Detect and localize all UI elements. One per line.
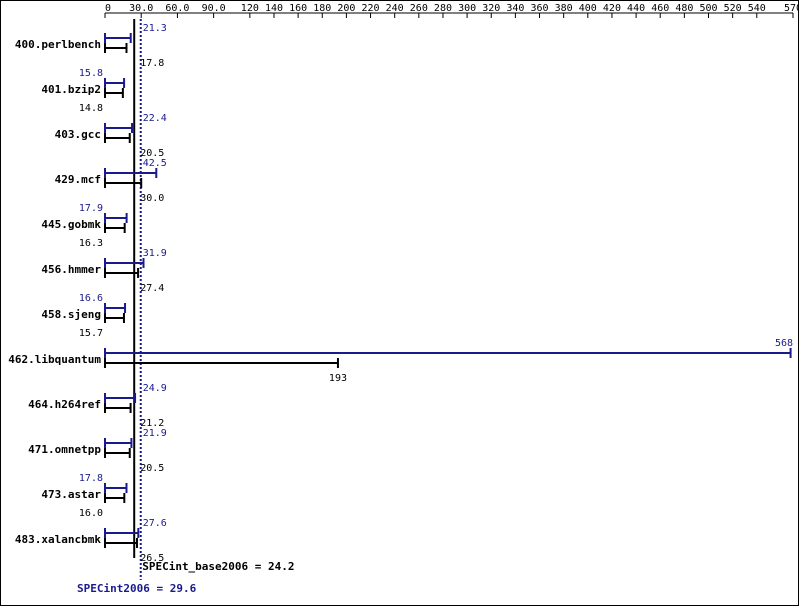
- base-value-label: 16.0: [79, 508, 103, 519]
- peak-value-label: 568: [775, 338, 793, 349]
- x-tick-label: 30.0: [129, 3, 153, 14]
- peak-bar: [104, 528, 140, 538]
- peak-value-label: 21.9: [143, 428, 167, 439]
- peak-value-label: 31.9: [143, 248, 167, 259]
- base-value-label: 20.5: [140, 148, 164, 159]
- base-bar: [104, 448, 131, 458]
- x-tick-label: 570: [784, 3, 798, 14]
- base-value-label: 17.8: [140, 58, 164, 69]
- base-value-label: 27.4: [140, 283, 164, 294]
- peak-bar: [104, 78, 126, 88]
- x-tick-label: 380: [555, 3, 573, 14]
- peak-value-label: 15.8: [79, 68, 103, 79]
- peak-bar: [104, 33, 132, 43]
- peak-bar: [104, 123, 134, 133]
- x-tick-label: 440: [627, 3, 645, 14]
- x-tick-label: 400: [579, 3, 597, 14]
- base-bar: [104, 538, 138, 548]
- category-label: 401.bzip2: [41, 83, 101, 96]
- base-bar: [104, 493, 126, 503]
- base-value-label: 16.3: [79, 238, 103, 249]
- value-labels: 21.317.815.814.822.420.542.530.017.916.3…: [79, 23, 793, 564]
- peak_mean-label: SPECint2006 = 29.6: [77, 582, 197, 595]
- peak-bar: [104, 348, 792, 358]
- category-label: 403.gcc: [55, 128, 101, 141]
- peak-value-label: 22.4: [143, 113, 167, 124]
- peak-value-label: 24.9: [143, 383, 167, 394]
- category-label: 473.astar: [41, 488, 101, 501]
- base-value-label: 193: [329, 373, 347, 384]
- category-label: 464.h264ref: [28, 398, 101, 411]
- peak-value-label: 42.5: [143, 158, 167, 169]
- base-bar: [104, 43, 128, 53]
- base-bar: [104, 223, 126, 233]
- base-value-label: 15.7: [79, 328, 103, 339]
- category-label: 400.perlbench: [15, 38, 101, 51]
- peak-bar: [104, 258, 145, 268]
- peak-value-label: 21.3: [143, 23, 167, 34]
- base-bar: [104, 358, 339, 368]
- base-bar: [104, 178, 143, 188]
- category-label: 429.mcf: [55, 173, 101, 186]
- category-label: 462.libquantum: [8, 353, 101, 366]
- x-tick-label: 90.0: [202, 3, 226, 14]
- x-tick-label: 140: [265, 3, 283, 14]
- peak-value-label: 16.6: [79, 293, 103, 304]
- peak-bar: [104, 213, 128, 223]
- x-tick-label: 220: [362, 3, 380, 14]
- peak-bar: [104, 393, 137, 403]
- base-value-label: 30.0: [140, 193, 164, 204]
- category-label: 445.gobmk: [41, 218, 101, 231]
- peak-value-label: 17.8: [79, 473, 103, 484]
- x-tick-label: 160: [289, 3, 307, 14]
- x-tick-label: 60.0: [165, 3, 189, 14]
- x-tick-label: 500: [699, 3, 717, 14]
- category-label: 471.omnetpp: [28, 443, 101, 456]
- x-tick-label: 200: [337, 3, 355, 14]
- base_mean-label: SPECint_base2006 = 24.2: [142, 560, 294, 573]
- base-value-label: 26.5: [140, 553, 164, 564]
- x-tick-label: 120: [241, 3, 259, 14]
- peak-bar: [104, 483, 128, 493]
- x-tick-label: 300: [458, 3, 476, 14]
- x-tick-label: 280: [434, 3, 452, 14]
- peak-bar: [104, 303, 127, 313]
- peak-bar: [104, 168, 158, 178]
- x-tick-label: 180: [313, 3, 331, 14]
- base-value-label: 21.2: [140, 418, 164, 429]
- x-tick-label: 0: [105, 3, 111, 14]
- category-labels: 400.perlbench 401.bzip2 403.gcc 429.mcf 445.…: [8, 38, 101, 546]
- peak-bar: [104, 438, 133, 448]
- base-bar: [104, 313, 125, 323]
- x-tick-label: 320: [482, 3, 500, 14]
- base-bar: [104, 133, 131, 143]
- x-tick-label: 260: [410, 3, 428, 14]
- x-tick-label: 480: [675, 3, 693, 14]
- x-axis: 0 30.0 60.0 90.0 120 140 160 180 200 220 240 260 280…: [104, 3, 799, 18]
- category-label: 456.hmmer: [41, 263, 101, 276]
- base-bar: [104, 403, 132, 413]
- base-value-label: 20.5: [140, 463, 164, 474]
- x-tick-label: 520: [724, 3, 742, 14]
- x-tick-label: 420: [603, 3, 621, 14]
- base-bar: [104, 268, 140, 278]
- x-tick-label: 540: [748, 3, 766, 14]
- base-bar: [104, 88, 124, 98]
- x-tick-label: 360: [530, 3, 548, 14]
- category-label: 483.xalancbmk: [15, 533, 101, 546]
- base-value-label: 14.8: [79, 103, 103, 114]
- category-label: 458.sjeng: [41, 308, 101, 321]
- x-tick-label: 240: [386, 3, 404, 14]
- reference-lines: SPECint_base2006 = 24.2 SPECint2006 = 29.…: [77, 19, 295, 595]
- bars: [104, 33, 792, 548]
- peak-value-label: 17.9: [79, 203, 103, 214]
- x-tick-label: 460: [651, 3, 669, 14]
- x-tick-label: 340: [506, 3, 524, 14]
- peak-value-label: 27.6: [143, 518, 167, 529]
